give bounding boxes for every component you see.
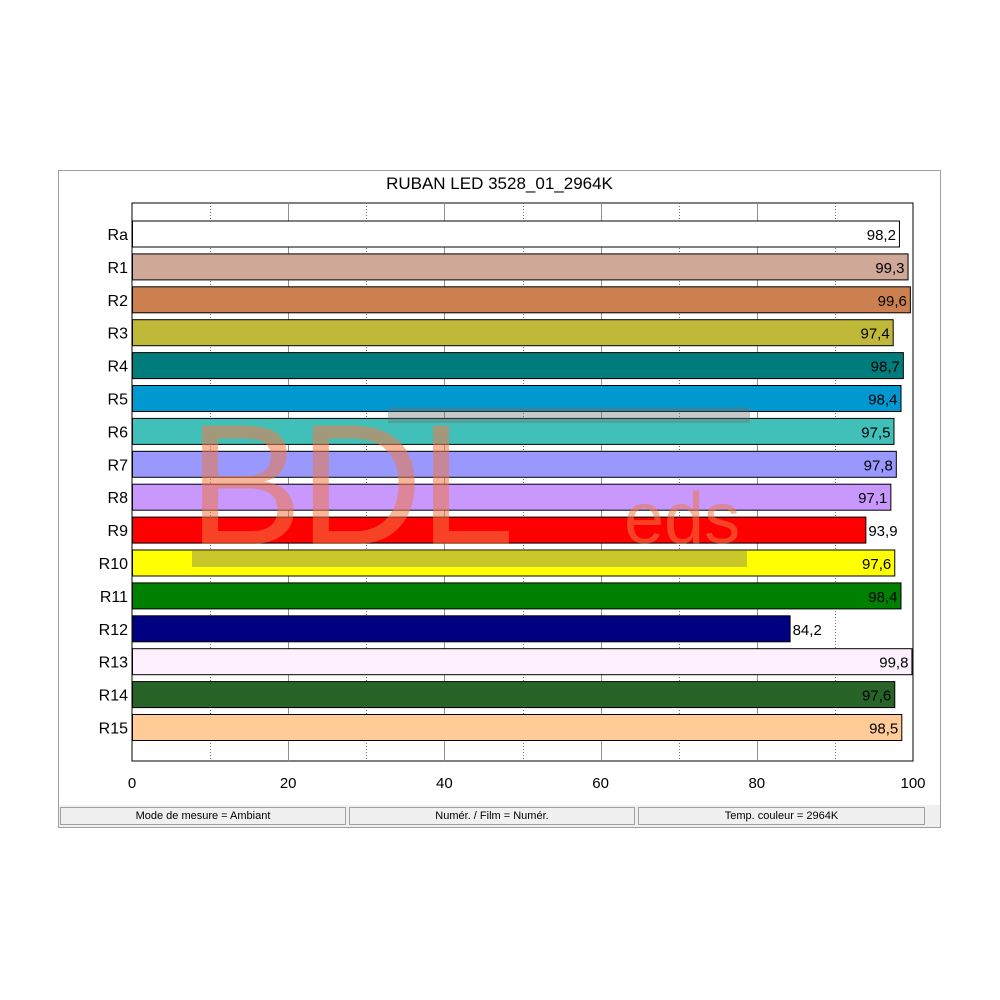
value-label: 98,4	[868, 589, 897, 606]
category-label: R15	[99, 721, 128, 738]
category-label: R9	[108, 523, 129, 540]
value-label: 98,4	[868, 392, 897, 409]
bar-r5	[132, 385, 902, 412]
value-label: 84,2	[793, 622, 822, 639]
x-tick-label: 20	[280, 775, 297, 792]
category-label: R12	[99, 622, 128, 639]
bar-r6	[132, 417, 895, 445]
value-label: 99,8	[879, 655, 908, 672]
value-label: 97,1	[858, 490, 887, 507]
bar-r13	[132, 648, 913, 676]
label-layer: Ra 98,2 R1 99,3 R2 99,6 R3 97,4 R4 98,7 R5 98,4 R6 97…	[99, 227, 909, 738]
bar-r9	[132, 516, 867, 544]
x-tick-label: 80	[748, 775, 765, 792]
category-label: R3	[108, 326, 129, 343]
chart-title: RUBAN LED 3528_01_2964K	[386, 174, 613, 193]
category-label: R1	[108, 260, 129, 277]
category-label: Ra	[108, 227, 129, 244]
value-label: 98,2	[867, 227, 896, 244]
bar-r12	[132, 615, 791, 643]
value-label: 97,8	[864, 457, 893, 474]
value-label: 97,4	[860, 326, 889, 343]
bar-r1	[132, 253, 909, 281]
category-label: R10	[99, 556, 128, 573]
category-label: R2	[108, 293, 129, 310]
status-film: Numér. / Film = Numér.	[349, 807, 635, 825]
value-label: 97,6	[862, 556, 891, 573]
x-tick-label: 100	[900, 775, 925, 792]
x-tick-label: 40	[436, 775, 453, 792]
value-label: 99,3	[875, 260, 904, 277]
category-label: R6	[108, 424, 129, 441]
bar-r14	[132, 681, 896, 709]
category-label: R5	[108, 392, 129, 409]
bar-r15	[132, 714, 903, 741]
x-tick-label: 60	[592, 775, 609, 792]
bar-r4	[132, 352, 904, 380]
value-label: 97,5	[861, 424, 890, 441]
bar-ra	[132, 220, 900, 248]
category-label: R7	[108, 457, 129, 474]
bar-r3	[132, 319, 894, 347]
value-label: 99,6	[878, 293, 907, 310]
value-label: 93,9	[868, 523, 897, 540]
value-label: 98,7	[871, 359, 900, 376]
value-label: 97,6	[862, 688, 891, 705]
bar-r2	[132, 286, 911, 314]
bar-r8	[132, 483, 892, 511]
x-tick-label: 0	[128, 775, 136, 792]
category-label: R8	[108, 490, 129, 507]
category-label: R14	[99, 688, 128, 705]
bar-layer	[132, 220, 913, 741]
category-label: R11	[100, 589, 128, 606]
status-bar: Mode de mesure = Ambiant Numér. / Film =…	[59, 805, 940, 827]
value-label: 98,5	[869, 721, 898, 738]
category-label: R4	[108, 359, 129, 376]
axis-layer: 0 20 40 60 80 100	[128, 775, 926, 792]
category-label: R13	[99, 655, 128, 672]
status-temp: Temp. couleur = 2964K	[638, 807, 925, 825]
bar-r11	[132, 582, 902, 610]
status-mode: Mode de mesure = Ambiant	[60, 807, 346, 825]
bar-r7	[132, 450, 897, 478]
bar-r10	[132, 549, 896, 577]
